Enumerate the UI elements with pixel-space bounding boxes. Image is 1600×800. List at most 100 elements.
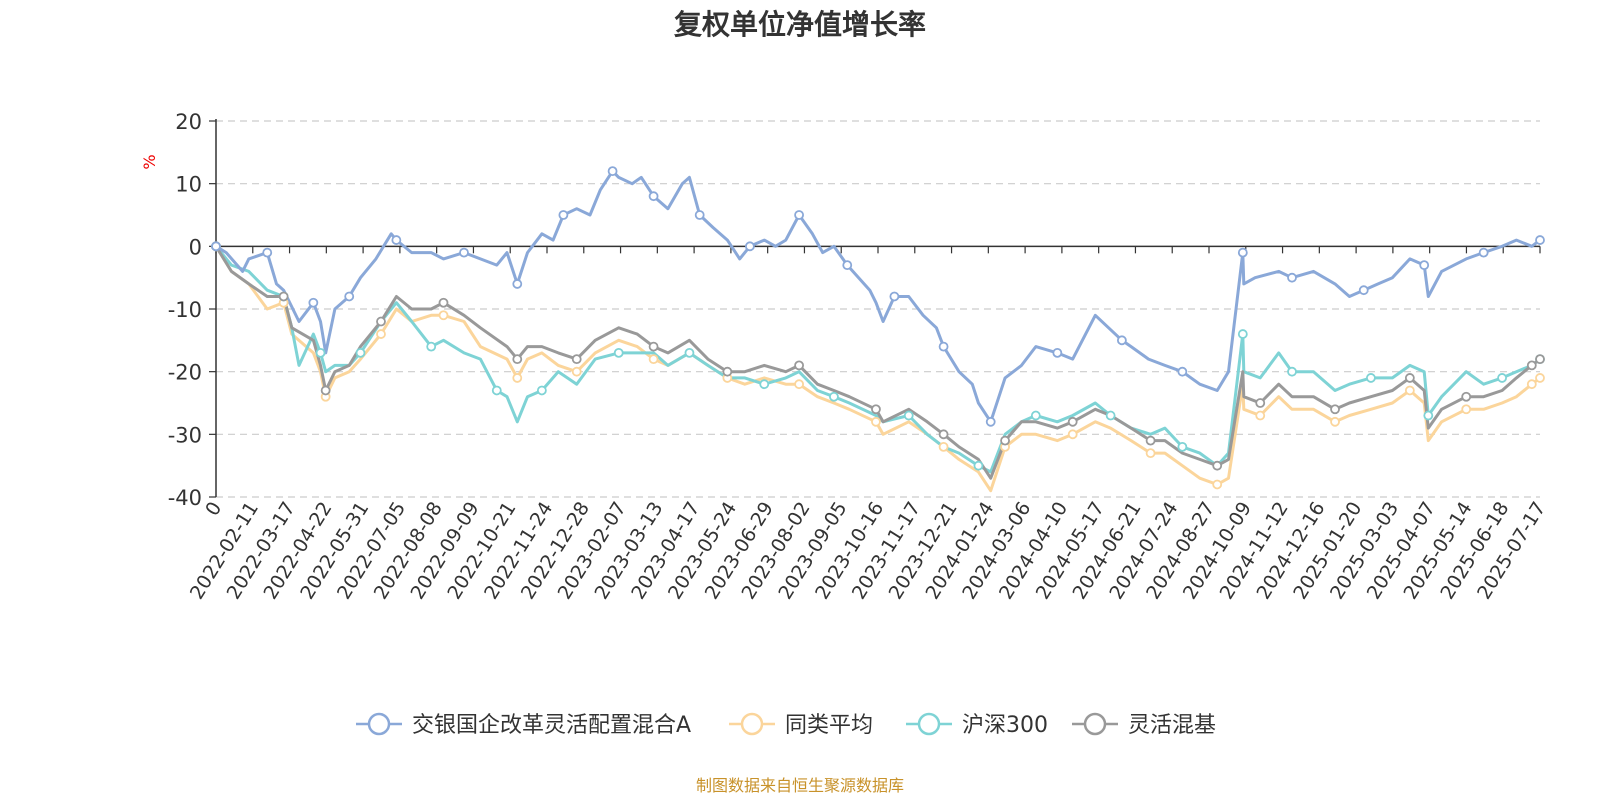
series-marker xyxy=(871,416,881,427)
series-line-2 xyxy=(214,245,1541,474)
series-marker xyxy=(1404,385,1415,396)
series-marker xyxy=(794,360,804,371)
series-marker xyxy=(438,310,449,321)
series-marker xyxy=(1237,247,1248,258)
series-line-3 xyxy=(214,245,1541,480)
series-marker xyxy=(391,235,402,245)
series-marker xyxy=(1116,335,1127,346)
legend-label[interactable]: 灵活混基 xyxy=(1128,713,1216,738)
series-marker xyxy=(1177,366,1188,377)
series-marker xyxy=(648,191,659,202)
legend-label[interactable]: 沪深300 xyxy=(962,713,1048,738)
y-tick-label: 10 xyxy=(175,173,202,197)
series-marker xyxy=(842,260,853,271)
series-marker xyxy=(536,385,547,396)
series-marker xyxy=(1287,366,1297,377)
series-marker xyxy=(376,316,386,327)
y-tick-label: -10 xyxy=(168,298,202,322)
series-marker xyxy=(1461,404,1472,415)
series-marker xyxy=(1000,435,1010,446)
series-marker xyxy=(1212,479,1223,490)
series-marker xyxy=(459,247,469,258)
series-marker xyxy=(1145,448,1156,459)
series-marker xyxy=(1535,235,1545,245)
series-marker xyxy=(278,291,289,302)
series-marker xyxy=(426,341,437,352)
series-marker xyxy=(648,341,659,352)
series-marker xyxy=(491,385,502,396)
legend-marker xyxy=(917,712,941,736)
series-marker xyxy=(315,347,326,358)
legend-marker xyxy=(367,712,391,736)
series-marker xyxy=(985,416,996,427)
series-line-0 xyxy=(215,169,1541,424)
series-line-1 xyxy=(214,245,1541,493)
series-marker xyxy=(1067,416,1078,427)
legend-label[interactable]: 同类平均 xyxy=(785,713,873,738)
series-marker xyxy=(355,347,366,358)
series-marker xyxy=(1423,410,1434,421)
series-marker xyxy=(871,404,881,415)
series-marker xyxy=(938,441,949,452)
legend-label[interactable]: 交银国企改革灵活配置混合A xyxy=(412,713,691,738)
series-marker xyxy=(1255,410,1266,421)
y-tick-label: 0 xyxy=(189,235,202,259)
series-marker xyxy=(973,460,984,471)
series-marker xyxy=(512,373,523,383)
series-marker xyxy=(1461,391,1472,402)
series-marker xyxy=(1105,410,1116,421)
series-marker xyxy=(648,354,659,365)
series-marker xyxy=(1419,260,1430,271)
series-marker xyxy=(320,385,331,396)
series-marker xyxy=(308,297,319,308)
series-marker xyxy=(1237,329,1248,339)
series-marker xyxy=(1030,410,1041,421)
series-marker xyxy=(1177,441,1188,452)
series-marker xyxy=(759,379,770,390)
series-marker xyxy=(684,347,695,358)
series-marker xyxy=(1287,272,1297,283)
series-marker xyxy=(512,354,523,365)
series-marker xyxy=(376,329,386,339)
series-marker xyxy=(1212,460,1223,471)
series-marker xyxy=(722,366,733,377)
series-marker xyxy=(1526,379,1537,390)
series-marker xyxy=(829,391,839,402)
series-marker xyxy=(613,347,624,358)
series-marker xyxy=(344,291,355,302)
legend-marker xyxy=(740,712,764,736)
series-marker xyxy=(1535,354,1545,365)
y-tick-label: -20 xyxy=(168,361,202,385)
series-marker xyxy=(262,247,273,258)
series-marker xyxy=(512,279,523,289)
data-source-note: 制图数据来自恒生聚源数据库 xyxy=(696,776,904,795)
series-marker xyxy=(1535,373,1545,383)
series-marker xyxy=(438,297,449,308)
y-tick-label: -40 xyxy=(168,486,202,510)
series-marker xyxy=(1358,285,1369,296)
series-marker xyxy=(607,166,618,177)
x-tick-label: 0 xyxy=(201,498,226,520)
series-marker xyxy=(571,354,582,365)
series-marker xyxy=(211,241,221,252)
series-marker xyxy=(571,366,582,377)
series-marker xyxy=(938,429,949,440)
series-marker xyxy=(694,210,705,220)
y-tick-label: -30 xyxy=(168,423,202,447)
series-marker xyxy=(1052,347,1063,358)
series-marker xyxy=(1067,429,1078,440)
chart-title: 复权单位净值增长率 xyxy=(674,8,926,41)
legend-marker xyxy=(1083,712,1107,736)
y-axis-unit: % xyxy=(140,154,159,169)
series-marker xyxy=(1255,398,1266,408)
series-marker xyxy=(1330,416,1340,427)
series-marker xyxy=(1330,404,1340,415)
series-marker xyxy=(1145,435,1156,446)
series-marker xyxy=(1366,373,1376,383)
series-marker xyxy=(903,410,914,421)
series-marker xyxy=(1478,247,1489,258)
series-marker xyxy=(794,210,804,220)
legend: 交银国企改革灵活配置混合A 同类平均 沪深300 灵活混基 xyxy=(356,712,1216,738)
